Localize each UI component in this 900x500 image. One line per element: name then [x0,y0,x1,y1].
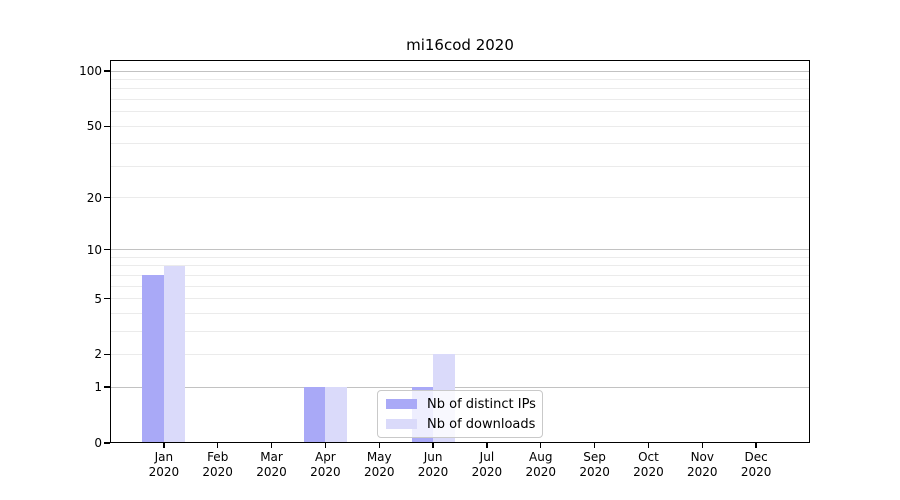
y-axis-tick-label: 50 [86,119,102,134]
x-axis-tick [378,443,380,448]
legend-swatch-downloads [386,419,417,429]
plot-area [110,60,810,443]
x-axis-tick [270,443,273,448]
x-axis-tick [163,443,165,448]
x-axis-tick [216,443,219,448]
bar-nb-of-distinct-ips-apr [303,387,326,443]
legend-item-downloads: Nb of downloads [378,416,542,432]
minor-gridline [110,143,810,145]
x-axis-tick-label: Oct 2020 [633,450,664,479]
bar-nb-of-downloads-jan [163,265,186,443]
legend-label-downloads: Nb of downloads [427,416,536,432]
minor-gridline [110,256,810,258]
x-axis-tick [324,443,327,448]
minor-gridline [110,298,810,300]
minor-gridline [110,99,810,101]
y-axis-tick-label: 2 [94,347,102,362]
minor-gridline [110,312,810,314]
x-axis-tick-label: Mar 2020 [256,450,287,479]
major-gridline [110,386,810,388]
bar-nb-of-distinct-ips-jan [142,275,164,443]
y-axis-tick [104,386,110,388]
minor-gridline [110,274,810,276]
x-axis-tick [540,443,542,448]
y-axis-tick-label: 0 [94,436,102,450]
y-axis-tick-label: 20 [86,190,102,205]
x-axis-tick-label: Jul 2020 [471,450,503,479]
legend-label-distinct-ips: Nb of distinct IPs [427,396,536,412]
y-axis-tick-label: 1 [94,380,102,395]
y-axis-tick-label: 100 [79,64,102,79]
major-gridline [110,249,810,251]
x-axis-tick-label: Aug 2020 [525,450,557,479]
legend-swatch-distinct-ips [386,399,417,409]
y-axis-tick-label: 5 [94,291,102,306]
minor-gridline [110,111,810,113]
minor-gridline [110,88,810,90]
x-axis-tick-label: Nov 2020 [687,450,718,479]
minor-gridline [110,330,810,332]
x-axis-tick-label: Feb 2020 [202,450,233,479]
x-axis-tick [755,443,757,448]
minor-gridline [110,125,810,127]
minor-gridline [110,197,810,199]
legend-item-distinct-ips: Nb of distinct IPs [378,396,542,412]
y-axis-tick-label: 10 [86,242,102,257]
y-axis-tick [104,297,110,300]
y-axis-tick [104,125,110,127]
major-gridline [110,70,810,72]
x-axis-tick-label: Jun 2020 [417,450,449,479]
x-axis-tick [593,443,596,448]
x-axis-tick-label: Dec 2020 [740,450,772,479]
x-axis-tick-label: May 2020 [363,450,395,479]
x-axis-tick-label: Apr 2020 [310,450,341,479]
y-axis-tick [104,442,110,444]
x-axis-tick [647,443,650,448]
y-axis-tick [104,353,110,356]
minor-gridline [110,265,810,267]
plot-frame [110,60,810,443]
minor-gridline [110,285,810,287]
x-axis-tick [701,443,703,448]
x-axis-tick-label: Sep 2020 [579,450,610,479]
minor-gridline [110,165,810,167]
minor-gridline [110,79,810,81]
bar-nb-of-downloads-apr [325,387,347,443]
y-axis-tick [104,70,110,72]
y-axis-tick [104,197,110,199]
x-axis-tick [432,443,434,448]
chart-title: mi16cod 2020 [406,36,514,54]
minor-gridline [110,353,810,355]
x-axis-tick-label: Jan 2020 [148,450,180,479]
y-axis-tick [104,249,110,251]
legend: Nb of distinct IPs Nb of downloads [377,390,543,438]
x-axis-tick [486,443,488,448]
